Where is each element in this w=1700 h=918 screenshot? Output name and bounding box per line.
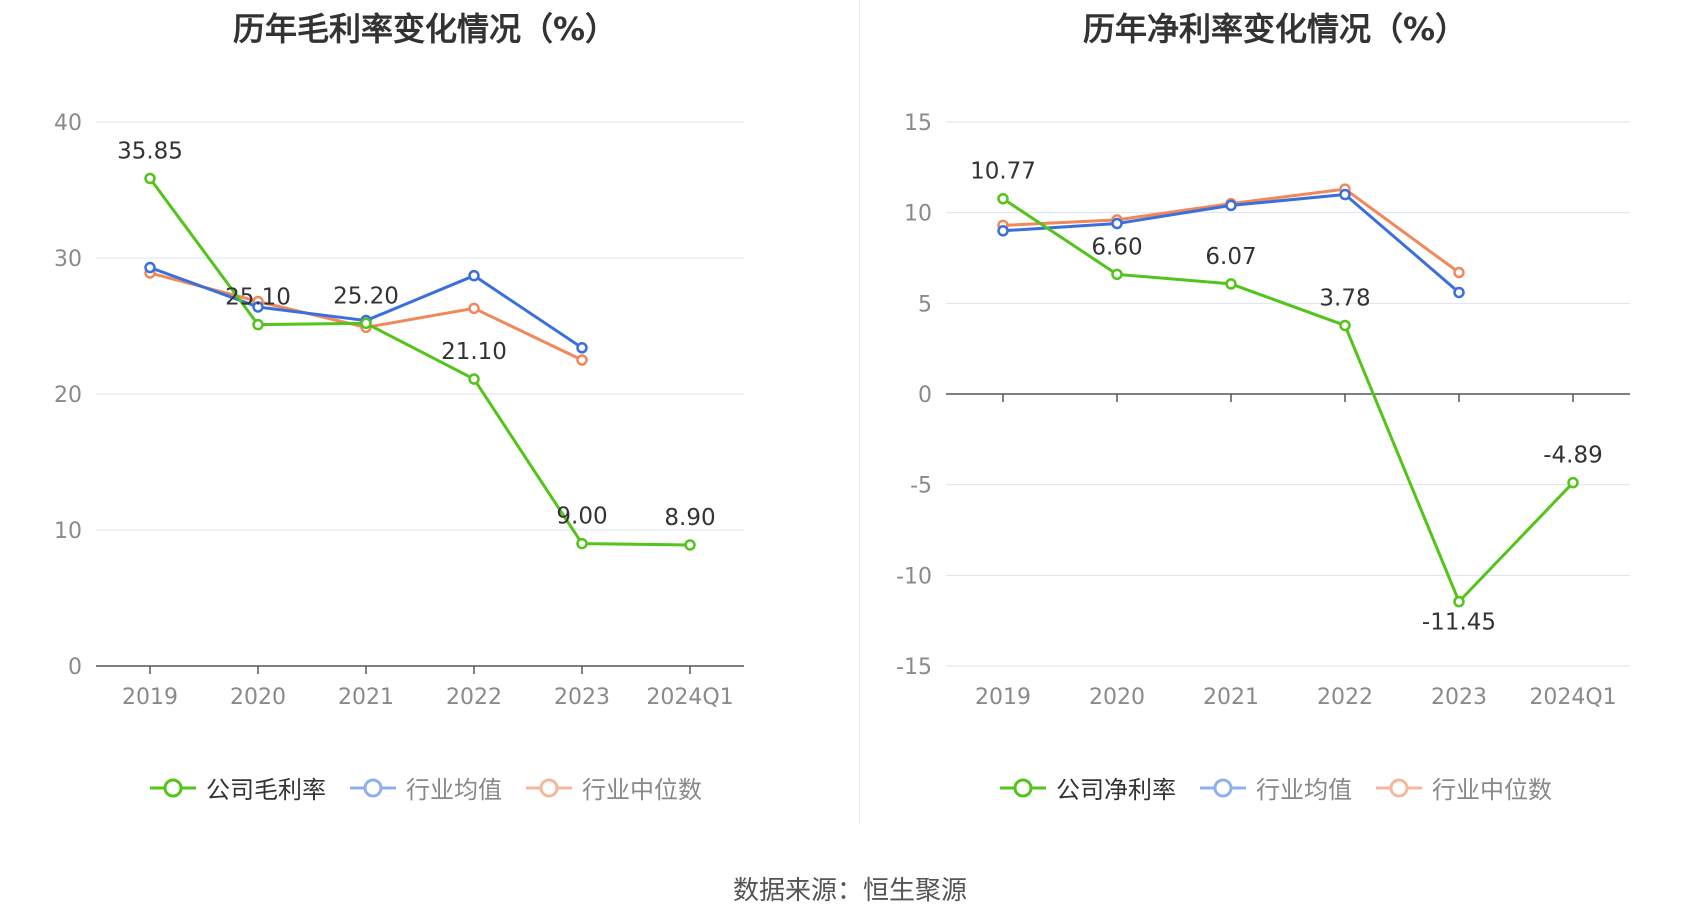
data-point[interactable] <box>1339 319 1351 332</box>
x-tick-label: 2022 <box>446 685 502 710</box>
data-point[interactable] <box>468 302 480 315</box>
legend-marker-median-icon <box>1376 778 1422 797</box>
net-margin-chart: -15 -10 -5 0 5 10 15 2019 2020 2021 2022 2023 2024Q1… <box>896 111 1630 710</box>
x-tick-label: 2023 <box>1431 685 1487 710</box>
x-tick-label: 2020 <box>230 685 286 710</box>
data-point[interactable] <box>252 318 264 331</box>
data-point[interactable] <box>1453 266 1465 279</box>
legend-label-company-gross: 公司毛利率 <box>206 776 326 804</box>
legend-item-industry-avg-net[interactable]: 行业均值 <box>1198 770 1352 805</box>
y-tick-label: -15 <box>896 655 932 680</box>
y-tick-label: 15 <box>904 111 932 136</box>
x-tick-label: 2019 <box>122 685 178 710</box>
legend-label-industry-median-net: 行业中位数 <box>1432 776 1552 804</box>
y-tick-label: 10 <box>904 202 932 227</box>
y-tick-label: -5 <box>910 474 932 499</box>
legend-marker-company-icon <box>150 778 196 797</box>
data-point[interactable] <box>1567 476 1579 489</box>
data-point[interactable] <box>1225 199 1237 212</box>
x-tick-label: 2023 <box>554 685 610 710</box>
data-label: 6.60 <box>1091 234 1142 260</box>
y-tick-label: 0 <box>68 655 82 680</box>
data-point[interactable] <box>144 261 156 274</box>
legend-label-company-net: 公司净利率 <box>1056 776 1176 804</box>
panel-divider <box>859 0 860 825</box>
series-line-0 <box>148 177 691 547</box>
data-source-note: 数据来源：恒生聚源 <box>732 876 967 906</box>
data-label: 35.85 <box>117 138 183 164</box>
legend-item-industry-avg[interactable]: 行业均值 <box>348 770 502 805</box>
data-point[interactable] <box>1111 268 1123 281</box>
data-point[interactable] <box>997 192 1009 205</box>
series-line-0 <box>1002 197 1575 604</box>
gross-margin-title: 历年毛利率变化情况（%） <box>232 10 618 48</box>
data-point[interactable] <box>1225 278 1237 290</box>
y-tick-label: -10 <box>896 564 932 589</box>
data-point[interactable] <box>360 317 372 330</box>
data-point[interactable] <box>576 537 588 550</box>
data-label: 8.90 <box>664 505 715 531</box>
data-point[interactable] <box>1339 188 1351 201</box>
data-point[interactable] <box>1453 595 1465 608</box>
data-point[interactable] <box>576 354 588 366</box>
legend-marker-avg-icon <box>1200 778 1246 797</box>
data-label: 25.20 <box>333 283 399 309</box>
data-point[interactable] <box>468 373 480 385</box>
y-tick-label: 40 <box>54 111 82 136</box>
data-point[interactable] <box>684 539 696 551</box>
x-tick-label: 2020 <box>1089 685 1145 710</box>
data-label: 6.07 <box>1205 244 1256 270</box>
legend-marker-company-icon <box>1000 778 1046 797</box>
gross-margin-legend: 公司毛利率 行业均值 行业中位数 <box>0 770 850 805</box>
net-margin-title: 历年净利率变化情况（%） <box>1082 10 1468 48</box>
data-point[interactable] <box>468 269 480 282</box>
data-label: 21.10 <box>441 339 507 365</box>
x-tick-label: 2019 <box>975 685 1031 710</box>
data-label: -11.45 <box>1422 610 1496 636</box>
data-point[interactable] <box>576 342 588 354</box>
legend-item-industry-median[interactable]: 行业中位数 <box>524 770 702 805</box>
data-label: 25.10 <box>225 285 291 311</box>
legend-item-company-gross[interactable]: 公司毛利率 <box>148 770 326 805</box>
x-tick-label: 2022 <box>1317 685 1373 710</box>
data-point[interactable] <box>1453 286 1465 299</box>
legend-marker-avg-icon <box>350 778 396 797</box>
y-tick-label: 20 <box>54 383 82 408</box>
data-label: 10.77 <box>970 159 1036 185</box>
legend-marker-median-icon <box>526 778 572 797</box>
data-label: 3.78 <box>1319 285 1370 311</box>
x-tick-label: 2021 <box>338 685 394 710</box>
x-tick-label: 2021 <box>1203 685 1259 710</box>
data-label: 9.00 <box>556 504 607 530</box>
net-margin-panel: 历年净利率变化情况（%） -15 -10 -5 0 5 10 15 2019 2020 2021 2… <box>850 0 1700 830</box>
data-label: -4.89 <box>1543 443 1603 469</box>
data-point[interactable] <box>997 225 1009 237</box>
net-margin-legend: 公司净利率 行业均值 行业中位数 <box>850 770 1700 805</box>
gross-margin-chart: 0 10 20 30 40 2019 2020 2021 2022 2023 2024Q1 35.85… <box>54 111 744 710</box>
legend-item-company-net[interactable]: 公司净利率 <box>998 770 1176 805</box>
y-tick-label: 5 <box>918 292 932 317</box>
legend-label-industry-avg-net: 行业均值 <box>1256 776 1352 804</box>
y-tick-label: 0 <box>918 383 932 408</box>
y-tick-label: 30 <box>54 247 82 272</box>
x-tick-label: 2024Q1 <box>646 685 733 710</box>
legend-item-industry-median-net[interactable]: 行业中位数 <box>1374 770 1552 805</box>
legend-label-industry-median: 行业中位数 <box>582 776 702 804</box>
data-point[interactable] <box>1111 217 1123 230</box>
legend-label-industry-avg: 行业均值 <box>406 776 502 804</box>
x-tick-label: 2024Q1 <box>1529 685 1616 710</box>
y-tick-label: 10 <box>54 519 82 544</box>
data-point[interactable] <box>252 301 264 313</box>
data-point[interactable] <box>144 172 156 185</box>
gross-margin-panel: 历年毛利率变化情况（%） 0 10 20 30 40 2019 2020 2021 2022 20… <box>0 0 850 830</box>
